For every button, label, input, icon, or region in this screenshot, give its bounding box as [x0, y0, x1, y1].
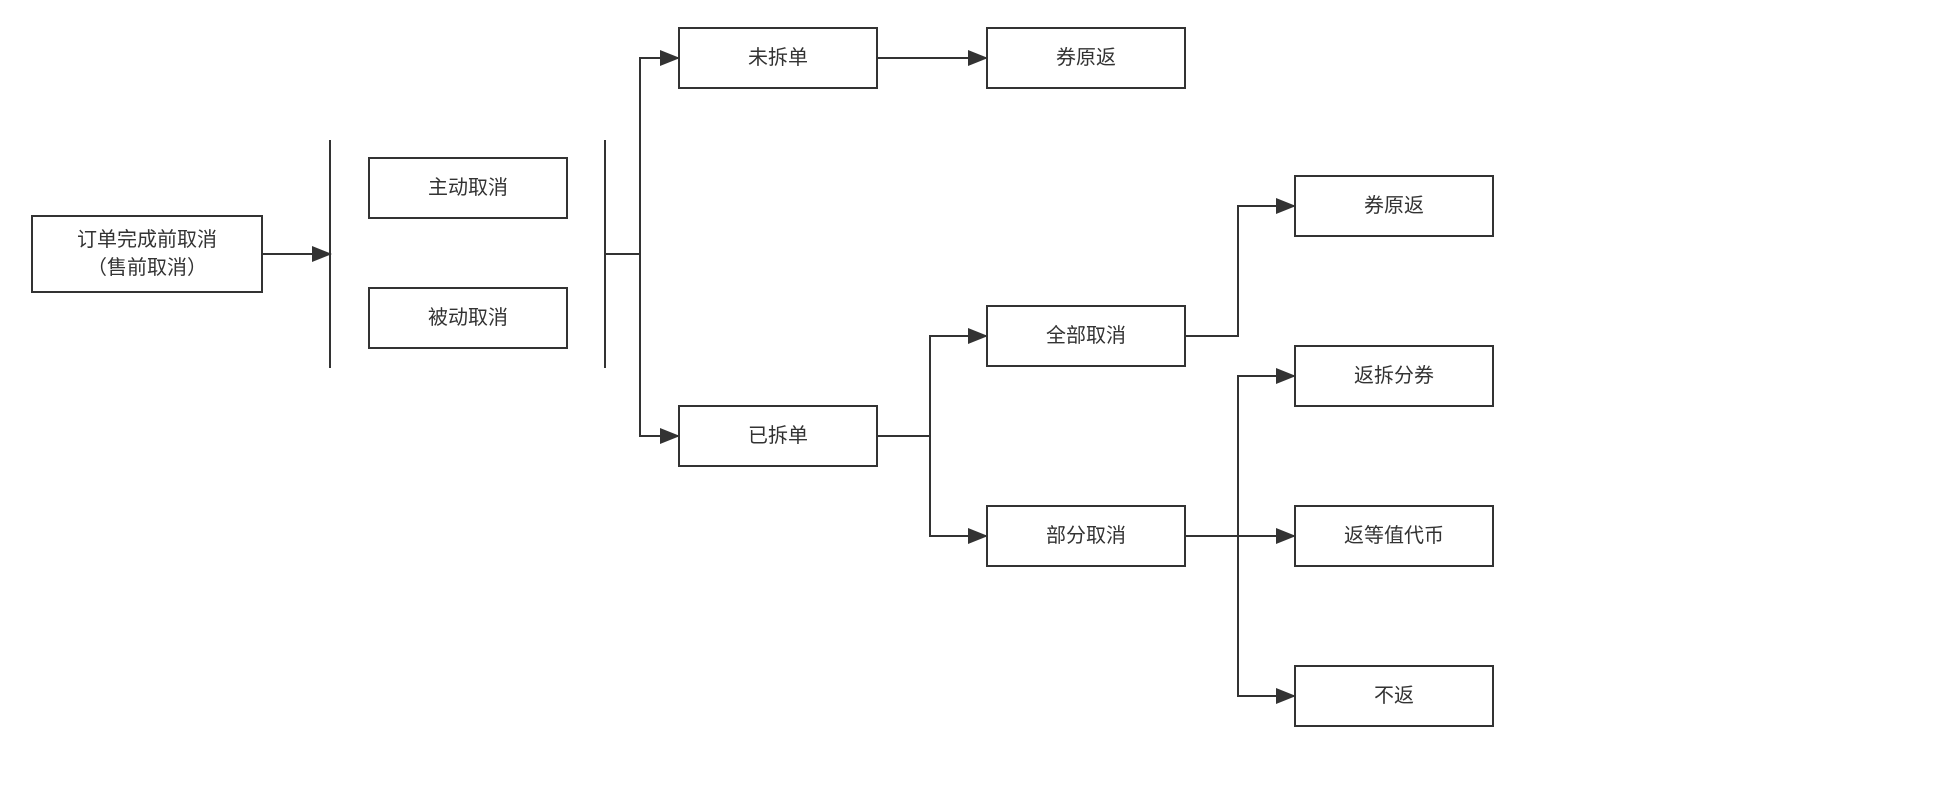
edge-partcxl-splitret: [1186, 376, 1294, 536]
node-refund2: 券原返: [1294, 175, 1494, 237]
node-label: 被动取消: [428, 304, 508, 332]
node-label: 已拆单: [748, 422, 808, 450]
node-label: 未拆单: [748, 44, 808, 72]
node-label: 全部取消: [1046, 322, 1126, 350]
edge-partcxl-noret: [1186, 536, 1294, 696]
node-label: 券原返: [1364, 192, 1424, 220]
node-label: 部分取消: [1046, 522, 1126, 550]
node-nosplit: 未拆单: [678, 27, 878, 89]
edge-bracket2-nosplit: [605, 58, 678, 254]
node-active: 主动取消: [368, 157, 568, 219]
node-label: 不返: [1374, 682, 1414, 710]
edge-allcxl-refund2: [1186, 206, 1294, 336]
node-label: 主动取消: [428, 174, 508, 202]
node-equiv: 返等值代币: [1294, 505, 1494, 567]
node-label: 返等值代币: [1344, 522, 1444, 550]
node-root: 订单完成前取消（售前取消）: [31, 215, 263, 293]
node-refund1: 券原返: [986, 27, 1186, 89]
node-passive: 被动取消: [368, 287, 568, 349]
node-label: 返拆分券: [1354, 362, 1434, 390]
node-splitret: 返拆分券: [1294, 345, 1494, 407]
edge-split-partcxl: [878, 436, 986, 536]
node-partcxl: 部分取消: [986, 505, 1186, 567]
node-label: 券原返: [1056, 44, 1116, 72]
node-split: 已拆单: [678, 405, 878, 467]
node-allcxl: 全部取消: [986, 305, 1186, 367]
edge-split-allcxl: [878, 336, 986, 436]
edge-bracket2-split: [605, 254, 678, 436]
node-noret: 不返: [1294, 665, 1494, 727]
edges-layer: [0, 0, 1946, 797]
node-label: 订单完成前取消（售前取消）: [77, 226, 217, 282]
